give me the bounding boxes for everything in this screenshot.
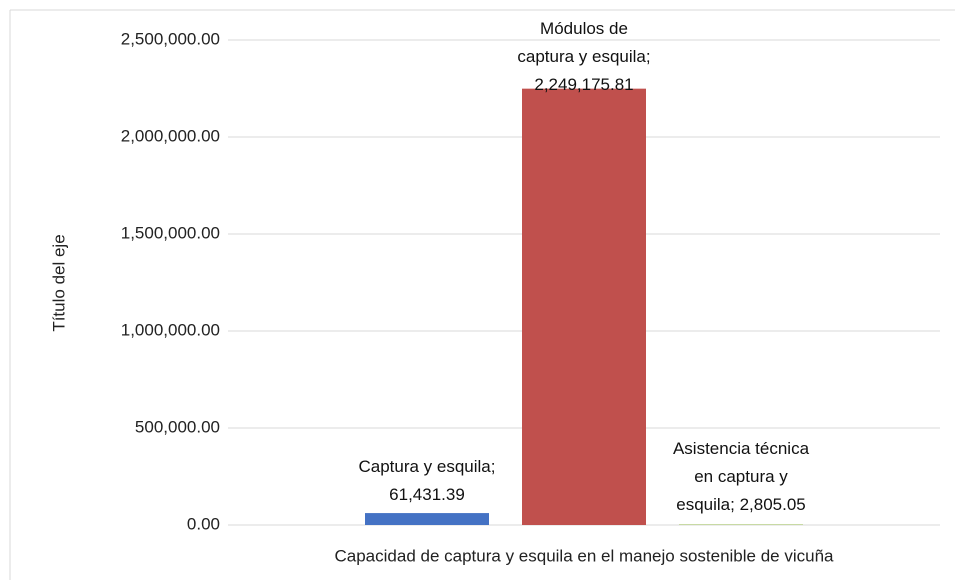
data-label-value: 2,805.05 [739, 495, 806, 514]
data-label-series: Módulos de captura y esquila [517, 18, 646, 66]
y-tick-label: 1,500,000.00 [121, 223, 220, 242]
y-tick-label: 0.00 [187, 514, 220, 533]
data-label: Captura y esquila; 61,431.39 [347, 453, 507, 509]
data-label: Módulos de captura y esquila; 2,249,175.… [512, 15, 657, 99]
y-tick-label: 500,000.00 [135, 417, 220, 436]
data-label-value: 2,249,175.81 [534, 74, 634, 94]
data-label-value: 61,431.39 [389, 485, 465, 505]
data-label-separator: ; [645, 46, 651, 66]
data-label-separator: ; [490, 457, 496, 477]
x-axis-title: Capacidad de captura y esquila en el man… [335, 546, 835, 565]
bar [365, 513, 489, 525]
bar [679, 524, 803, 525]
data-label: Asistencia técnica en captura y esquila;… [666, 435, 816, 519]
bar [522, 88, 646, 526]
data-label-separator: ; [730, 495, 740, 514]
y-axis-title: Título del eje [49, 234, 68, 331]
y-tick-label: 2,500,000.00 [121, 29, 220, 48]
y-tick-label: 2,000,000.00 [121, 126, 220, 145]
data-label-series: Captura y esquila [358, 457, 491, 477]
data-label-series: Asistencia técnica en captura y esquila [672, 439, 810, 514]
y-tick-label: 1,000,000.00 [121, 320, 220, 339]
